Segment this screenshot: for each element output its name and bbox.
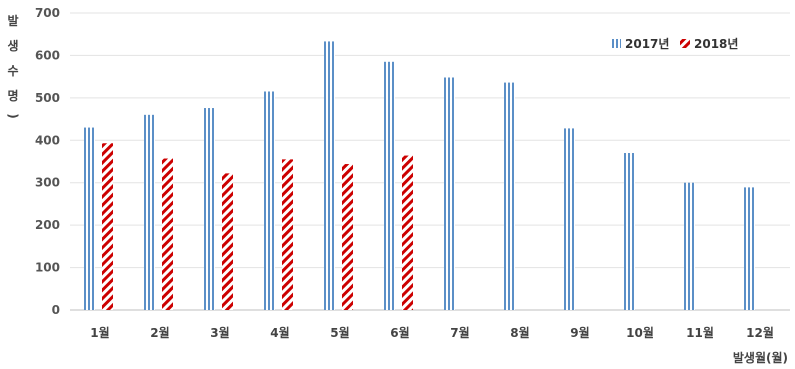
bar-2018 [162,158,173,310]
bar-2018 [342,164,353,310]
legend: 2017년 2018년 [611,37,738,51]
bar-2017 [324,41,335,310]
legend-swatch-2017 [611,39,621,48]
bar-2018 [402,155,413,310]
x-category-label: 1월 [90,325,109,340]
bar-2017 [84,127,95,310]
y-axis-label-char: 발 [7,13,18,28]
y-axis-label-char: 명 [7,89,18,103]
y-axis-label-char: ) [6,113,20,118]
x-axis-label: 발생월(월) [733,350,788,365]
bar-2017 [564,128,575,310]
bar-2017 [144,114,155,310]
y-tick-label: 400 [35,133,60,147]
gridlines [70,12,790,311]
y-tick-label: 200 [35,218,60,232]
bar-2017 [744,187,755,310]
bars [84,41,755,311]
y-tick-label: 600 [35,48,60,62]
x-category-label: 8월 [510,325,529,340]
bar-2017 [444,77,455,311]
y-tick-label: 300 [35,176,60,190]
bar-2018 [282,159,293,310]
x-category-label: 12월 [746,325,774,340]
y-axis-label-char: 수 [7,64,18,78]
bar-2017 [624,153,635,310]
legend-swatch-2018 [680,39,690,48]
legend-label-2017: 2017년 [625,37,669,51]
bar-2018 [102,143,113,310]
y-axis-label-char: 생 [7,38,18,53]
bar-2017 [204,108,215,310]
x-category-label: 5월 [330,325,349,340]
bar-2017 [264,91,275,310]
x-axis-category-labels: 1월 2월 3월 4월 5월 6월 7월 8월 9월 10월 11월 12월 [90,325,774,340]
y-tick-label: 100 [35,261,60,275]
x-category-label: 6월 [390,325,409,340]
y-axis-tick-labels: 0 100 200 300 400 500 600 700 [35,6,60,317]
y-tick-label: 0 [52,303,60,317]
bar-2017 [504,82,515,310]
x-category-label: 7월 [450,325,469,340]
x-category-label: 4월 [270,325,289,340]
bar-2017 [684,182,695,310]
x-category-label: 10월 [626,325,654,340]
y-tick-label: 700 [35,6,60,20]
x-category-label: 9월 [570,325,589,340]
x-category-label: 3월 [210,325,229,340]
x-category-label: 2월 [150,325,169,340]
x-category-label: 11월 [686,325,714,340]
y-tick-label: 500 [35,91,60,105]
bar-2018 [222,173,233,310]
bar-2017 [384,61,395,310]
legend-label-2018: 2018년 [694,37,738,51]
